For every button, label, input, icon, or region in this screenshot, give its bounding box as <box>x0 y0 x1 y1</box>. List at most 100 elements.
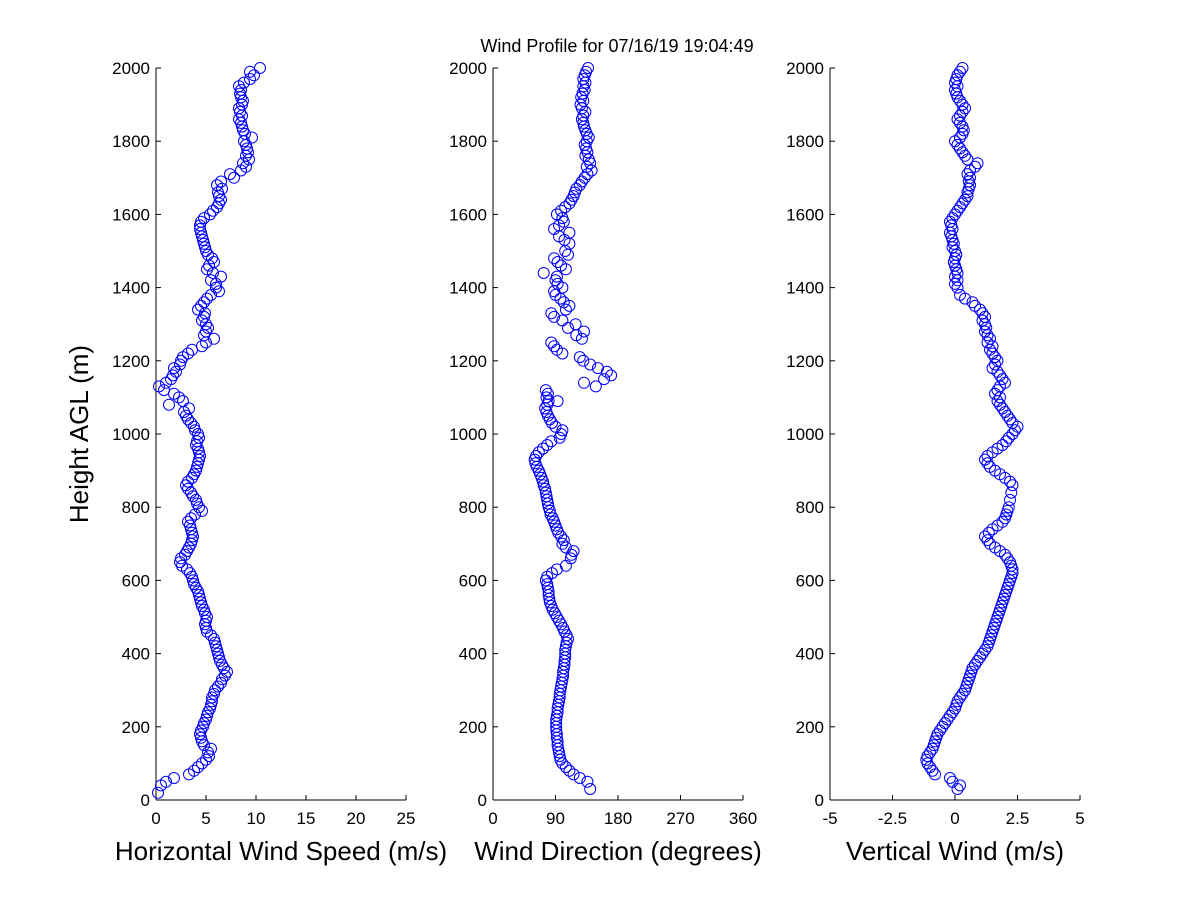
vertical-wind-y-tick-label: 2000 <box>786 59 824 78</box>
wind-direction-point <box>555 618 568 631</box>
wind-direction-point <box>550 270 563 283</box>
vertical-wind-point <box>1002 431 1015 444</box>
vertical-wind-point <box>956 62 969 74</box>
horizontal-speed-y-axis-label: Height AGL (m) <box>64 345 94 523</box>
wind-direction-point <box>541 439 554 451</box>
wind-direction-point <box>578 325 590 338</box>
horizontal-speed-x-tick-label: 0 <box>151 809 160 828</box>
wind-direction-point <box>559 201 572 214</box>
vertical-wind-point <box>1001 552 1014 565</box>
vertical-wind-point <box>1004 493 1016 506</box>
horizontal-speed-point <box>209 684 221 697</box>
vertical-wind-point <box>969 299 981 312</box>
vertical-wind-y-tick-label: 1000 <box>786 425 824 444</box>
wind-direction-point <box>605 369 618 382</box>
horizontal-speed-point <box>201 292 213 305</box>
vertical-wind-point <box>979 530 991 543</box>
wind-direction-point <box>577 354 590 367</box>
wind-direction-point <box>557 296 570 309</box>
wind-direction-y-tick-label: 1800 <box>449 132 487 151</box>
vertical-wind-point <box>996 515 1009 528</box>
figure-title: Wind Profile for 07/16/19 19:04:49 <box>480 36 753 56</box>
vertical-wind-x-tick-label: 5 <box>1075 809 1084 828</box>
wind-direction-y-tick-label: 2000 <box>449 59 487 78</box>
vertical-wind-point <box>1000 435 1013 448</box>
vertical-wind-x-tick-label: 0 <box>950 809 959 828</box>
wind-direction-point <box>573 772 586 784</box>
horizontal-speed-point <box>194 223 206 235</box>
horizontal-speed-y-tick-label: 200 <box>122 718 150 737</box>
wind-direction-point <box>578 376 590 389</box>
horizontal-speed-x-tick-label: 20 <box>347 809 366 828</box>
wind-direction-point <box>556 314 569 327</box>
wind-direction-point <box>555 530 568 543</box>
horizontal-speed-point <box>213 285 225 298</box>
horizontal-speed-point <box>195 215 207 228</box>
wind-direction-point <box>582 153 595 166</box>
wind-direction-y-tick-label: 1200 <box>449 352 487 371</box>
vertical-wind-y-tick-label: 400 <box>796 645 824 664</box>
horizontal-speed-y-tick-label: 1800 <box>112 132 150 151</box>
vertical-wind-y-tick-label: 800 <box>796 498 824 517</box>
wind-direction-point <box>567 545 580 558</box>
wind-direction-point <box>550 208 563 221</box>
wind-direction-y-tick-label: 0 <box>478 791 487 810</box>
wind-direction-point <box>545 435 558 448</box>
vertical-wind-y-tick-label: 1600 <box>786 205 824 224</box>
wind-direction-point <box>564 552 577 565</box>
vertical-wind-y-tick-label: 600 <box>796 571 824 590</box>
horizontal-speed-point <box>198 212 210 225</box>
wind-direction-point <box>548 310 561 323</box>
vertical-wind-y-tick-label: 200 <box>796 718 824 737</box>
vertical-wind-y-tick-label: 0 <box>815 791 824 810</box>
wind-direction-x-axis-label: Wind Direction (degrees) <box>474 836 762 866</box>
horizontal-speed-point <box>237 157 249 170</box>
horizontal-speed-point <box>198 296 210 309</box>
horizontal-speed-point <box>177 395 189 408</box>
wind-direction-x-tick-label: 180 <box>604 809 632 828</box>
horizontal-speed-y-tick-label: 1600 <box>112 205 150 224</box>
horizontal-speed-point <box>163 398 175 411</box>
horizontal-speed-x-tick-label: 25 <box>397 809 416 828</box>
vertical-wind-point <box>956 105 969 118</box>
wind-direction-y-tick-label: 600 <box>459 571 487 590</box>
vertical-wind-point <box>991 384 1004 397</box>
vertical-wind-point <box>969 160 981 173</box>
vertical-wind-y-tick-label: 1800 <box>786 132 824 151</box>
horizontal-speed-point <box>168 362 180 375</box>
wind-direction-x-tick-label: 270 <box>666 809 694 828</box>
vertical-wind-x-tick-label: 2.5 <box>1006 809 1030 828</box>
wind-direction-point <box>537 442 549 455</box>
horizontal-speed-point <box>153 380 165 393</box>
wind-direction-point <box>539 384 552 397</box>
vertical-wind-point <box>1002 501 1015 514</box>
horizontal-speed-point <box>254 62 266 74</box>
vertical-wind-x-tick-label: -5 <box>822 809 837 828</box>
horizontal-speed-point <box>188 420 200 433</box>
horizontal-speed-y-tick-label: 2000 <box>112 59 150 78</box>
horizontal-speed-point <box>175 552 187 565</box>
vertical-wind-point <box>946 706 959 719</box>
vertical-wind-point <box>981 329 994 342</box>
vertical-wind-point <box>956 687 969 700</box>
wind-direction-point <box>598 373 611 386</box>
horizontal-speed-point <box>238 76 250 89</box>
wind-direction-point <box>537 267 550 279</box>
horizontal-speed-point <box>205 742 217 755</box>
wind-direction-point <box>548 252 561 265</box>
vertical-wind-point <box>944 772 956 784</box>
vertical-wind-point <box>981 336 994 349</box>
horizontal-speed-point <box>182 475 194 488</box>
horizontal-speed-x-tick-label: 15 <box>297 809 316 828</box>
vertical-wind-point <box>1006 479 1019 492</box>
wind-direction-markers <box>528 62 618 795</box>
vertical-wind-point <box>979 643 991 656</box>
wind-direction-point <box>563 226 576 239</box>
vertical-wind-point <box>981 534 994 547</box>
wind-direction-point <box>548 340 561 353</box>
horizontal-speed-y-tick-label: 1200 <box>112 352 150 371</box>
horizontal-speed-y-tick-label: 400 <box>122 645 150 664</box>
vertical-wind-point <box>954 288 966 301</box>
vertical-wind-point <box>982 526 995 539</box>
horizontal-speed-point <box>160 775 172 788</box>
